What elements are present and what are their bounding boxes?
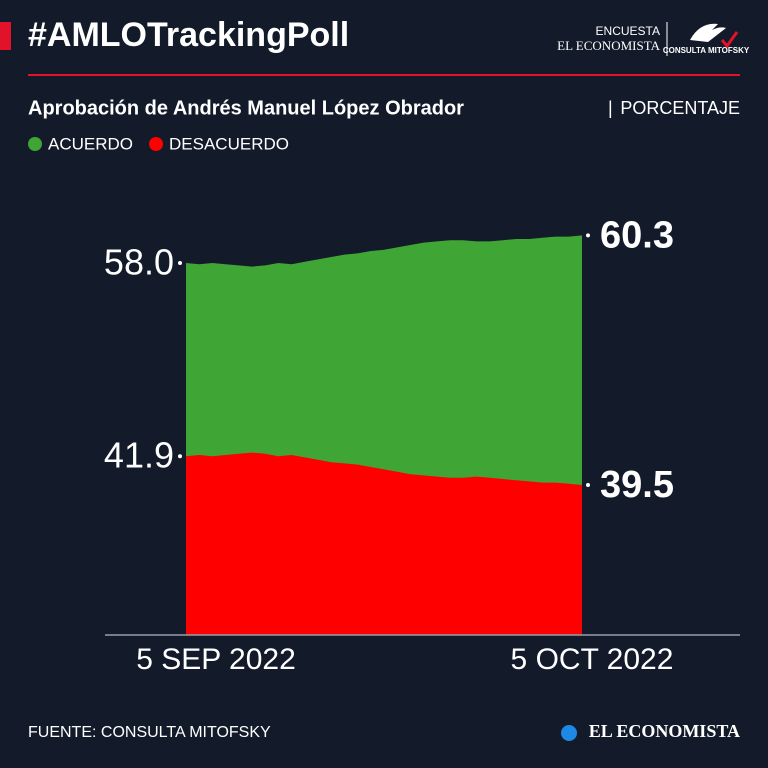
legend-swatch bbox=[149, 137, 164, 151]
chart-unit: PORCENTAJE bbox=[620, 98, 740, 118]
page-title: #AMLOTrackingPoll bbox=[28, 16, 349, 54]
end-dot bbox=[178, 454, 182, 459]
logo-top: ENCUESTA bbox=[596, 24, 660, 38]
chart-title: Aprobación de Andrés Manuel López Obrado… bbox=[28, 97, 464, 119]
legend-swatch bbox=[28, 137, 42, 151]
logo-name: EL ECONOMISTA bbox=[557, 38, 660, 53]
plot: 58.0 60.3 41.9 39.5 5 SEP 2022 5 OCT 2022 bbox=[104, 214, 674, 675]
x-tick-label: 5 OCT 2022 bbox=[511, 643, 674, 676]
source: FUENTE: CONSULTA MITOFSKY bbox=[28, 724, 271, 741]
value-label: 39.5 bbox=[600, 464, 674, 506]
legend-label: ACUERDO bbox=[48, 134, 133, 153]
end-dot bbox=[586, 483, 590, 487]
end-dot bbox=[178, 261, 182, 265]
legend-label: DESACUERDO bbox=[169, 134, 289, 153]
logo-partner: CONSULTA MITOFSKY bbox=[663, 46, 750, 55]
brand-icon bbox=[561, 725, 577, 741]
value-label: 58.0 bbox=[104, 242, 174, 283]
unit-divider: | bbox=[608, 98, 613, 118]
value-label: 60.3 bbox=[600, 214, 674, 256]
end-dot bbox=[586, 233, 590, 238]
area bbox=[186, 452, 582, 635]
title-marker bbox=[0, 22, 11, 50]
legend: ACUERDO DESACUERDO bbox=[28, 134, 289, 153]
x-tick-label: 5 SEP 2022 bbox=[136, 643, 296, 676]
brand: EL ECONOMISTA bbox=[589, 721, 740, 741]
value-label: 41.9 bbox=[104, 435, 174, 476]
logo-icon bbox=[690, 23, 726, 42]
logo-check bbox=[720, 31, 739, 49]
